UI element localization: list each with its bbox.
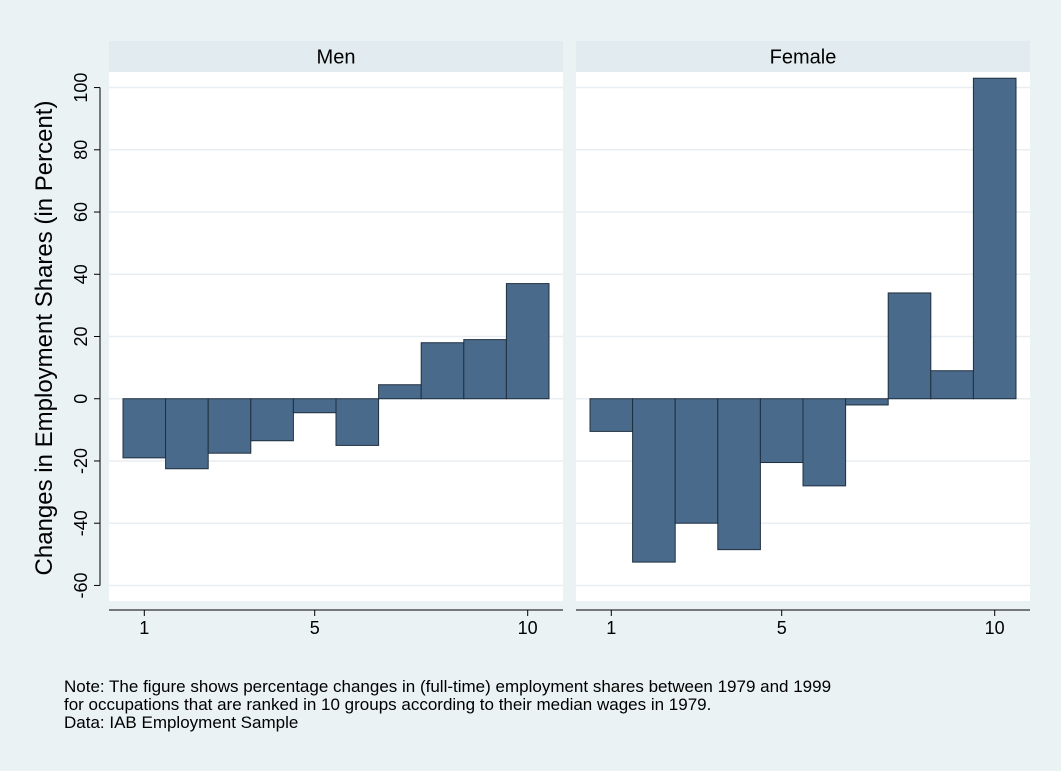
y-tick-label: -60 [71,572,91,598]
x-tick-label: 10 [518,618,538,638]
bar [632,398,676,563]
x-tick-label: 1 [139,618,149,638]
bar [845,398,889,406]
y-tick-label: 100 [71,73,91,103]
note-line-3: Data: IAB Employment Sample [64,713,299,732]
bar [802,398,847,487]
bar [505,283,550,400]
panel-female: Female 1 5 10 [576,41,1030,638]
y-tick-label: 20 [71,326,91,346]
bar [250,398,294,442]
panel-men: Men 1 5 10 [109,41,563,638]
bar [378,384,422,400]
panel-strip [109,41,563,72]
panel-strip [576,41,1030,72]
y-axis-label: Changes in Employment Shares (in Percent… [31,101,58,576]
bar [589,398,634,432]
bar [717,398,761,551]
x-tick-label: 5 [310,618,320,638]
x-tick-label: 5 [777,618,787,638]
bar [759,398,804,464]
y-tick-label: 0 [71,394,91,404]
bar [972,77,1017,400]
bar [165,398,209,470]
bar [207,398,252,454]
bar [930,370,974,400]
x-tick-label: 10 [985,618,1005,638]
y-tick-label: 80 [71,140,91,160]
panel-title: Female [770,47,837,69]
bar [335,398,380,446]
y-tick-label: -20 [71,448,91,474]
bar [463,339,507,400]
bar [292,398,337,414]
bar [674,398,719,524]
bar [420,342,465,400]
y-tick-label: 40 [71,264,91,284]
y-tick-label: -40 [71,510,91,536]
note-line-2: for occupations that are ranked in 10 gr… [64,695,712,714]
bar [887,292,932,400]
panel-title: Men [317,47,356,69]
x-tick-label: 1 [606,618,616,638]
y-tick-label: 60 [71,202,91,222]
bar [122,398,167,459]
panels-layer: -60 -40 -20 0 20 40 60 80 100 Men 1 5 10 Female 1 5 10 [71,41,1030,638]
note-line-1: Note: The figure shows percentage change… [64,677,832,696]
figure-note: Note: The figure shows percentage change… [64,678,1044,732]
